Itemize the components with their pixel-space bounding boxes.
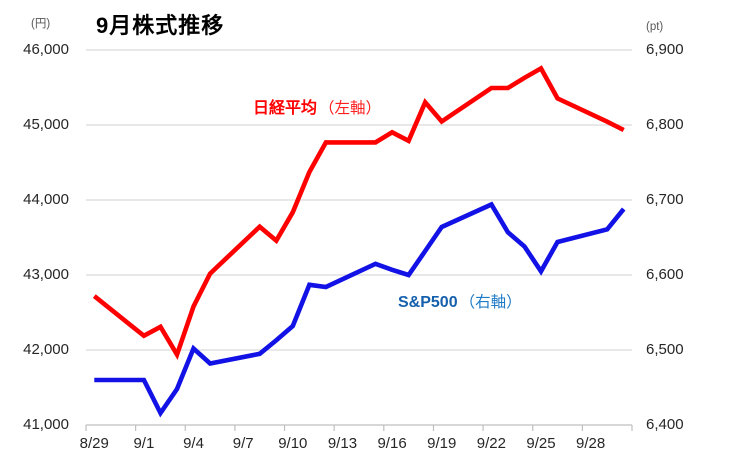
x-axis-tick-label: 9/13 — [327, 435, 358, 452]
right-axis-tick-label: 6,700 — [646, 191, 684, 208]
x-axis-tick-label: 9/19 — [427, 435, 457, 452]
right-axis-unit-label: (pt) — [646, 21, 664, 33]
left-axis-tick-label: 43,000 — [23, 266, 69, 283]
left-axis-tick-label: 44,000 — [23, 191, 69, 208]
x-axis-tick-label: 9/10 — [278, 435, 308, 452]
chart-title: 9月株式推移 — [96, 13, 225, 38]
x-axis-tick-label: 9/28 — [576, 435, 606, 452]
right-axis-tick-label: 6,500 — [646, 341, 684, 358]
sp500-series-name: S&P500 — [398, 294, 458, 311]
left-axis-tick-label: 45,000 — [23, 116, 69, 133]
left-axis-unit-label: (円) — [31, 18, 51, 30]
x-axis-tick-label: 9/22 — [476, 435, 506, 452]
nikkei-series-name: 日経平均 — [253, 100, 318, 117]
sp500-series-label: S&P500 （右軸） — [398, 290, 522, 312]
nikkei-axis-note: （左軸） — [319, 100, 382, 117]
x-axis-tick-label: 9/25 — [526, 435, 556, 452]
right-axis-tick-label: 6,600 — [646, 266, 684, 283]
right-axis-tick-label: 6,400 — [646, 416, 684, 433]
x-axis-tick-label: 9/1 — [133, 435, 155, 452]
right-axis-tick-label: 6,800 — [646, 116, 684, 133]
x-axis-tick-label: 9/16 — [377, 435, 407, 452]
left-axis-tick-label: 42,000 — [23, 341, 69, 358]
left-axis-tick-label: 41,000 — [23, 416, 69, 433]
x-axis-tick-label: 9/4 — [183, 435, 204, 452]
sp500-axis-note: （右軸） — [459, 294, 522, 311]
nikkei-series-label: 日経平均 （左軸） — [253, 94, 381, 118]
nikkei-line — [92, 65, 625, 361]
x-axis-tick-label: 8/29 — [79, 435, 109, 452]
sp500-line — [94, 201, 626, 418]
left-axis-tick-label: 46,000 — [23, 41, 69, 58]
right-axis-tick-label: 6,900 — [646, 41, 684, 58]
x-axis-tick-label: 9/7 — [232, 435, 254, 452]
